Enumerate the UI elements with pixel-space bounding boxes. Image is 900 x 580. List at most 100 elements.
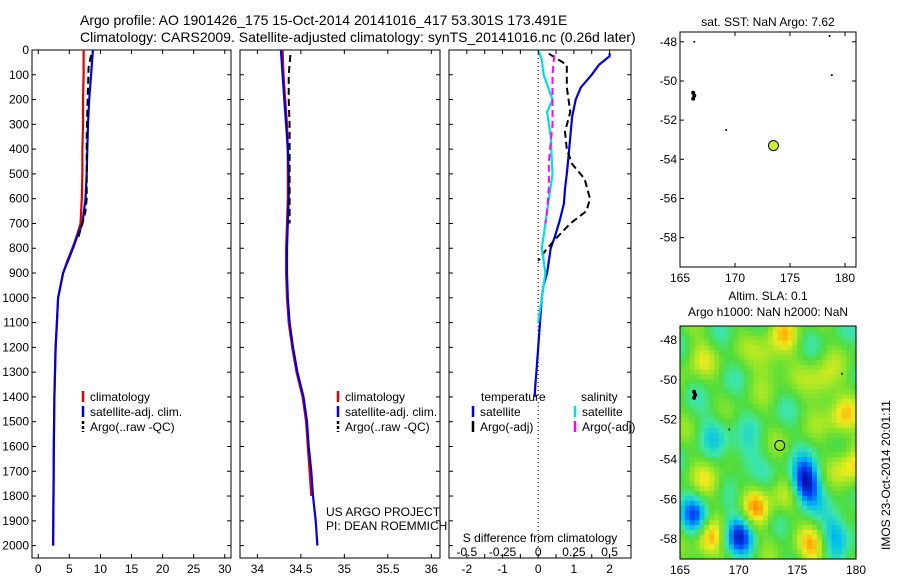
sla-cell <box>792 447 798 453</box>
sla-cell <box>851 403 857 410</box>
sla-cell <box>807 515 813 521</box>
sla-cell <box>846 549 852 555</box>
sla-cell <box>733 423 740 429</box>
sla-cell <box>714 534 720 541</box>
sla-cell <box>709 374 715 380</box>
sla-cell <box>699 374 706 380</box>
sla-cell <box>846 491 852 497</box>
sla-cell <box>831 345 838 351</box>
sla-cell <box>738 554 745 560</box>
sla-map-lat-label: -56 <box>660 492 678 506</box>
sla-cell <box>728 549 735 555</box>
sla-cell <box>758 529 764 536</box>
sla-map-lon-label: 175 <box>787 563 807 577</box>
sla-cell <box>802 457 808 463</box>
tdiff-x-tick-label: 0 <box>535 562 542 576</box>
sla-cell <box>758 544 764 550</box>
depth-tick-label: 1100 <box>3 316 29 330</box>
sla-cell <box>699 486 706 492</box>
sla-cell <box>841 355 847 361</box>
sla-cell <box>772 330 779 337</box>
sla-cell <box>738 330 745 337</box>
sla-cell <box>851 520 857 526</box>
sla-cell <box>807 408 813 414</box>
sla-cell <box>743 457 750 463</box>
sla-cell <box>680 544 686 550</box>
sla-cell <box>846 481 852 487</box>
sla-cell <box>792 384 798 390</box>
sla-cell <box>782 345 789 351</box>
sla-cell <box>743 423 750 429</box>
sla-cell <box>748 398 754 405</box>
sdiff-tick-label: 0 <box>535 545 542 559</box>
sla-cell <box>704 534 710 541</box>
sla-cell <box>748 340 754 347</box>
sla-cell <box>782 529 789 536</box>
sla-cell <box>792 554 798 560</box>
sla-cell <box>841 389 847 395</box>
sla-cell <box>714 359 720 366</box>
sla-cell <box>719 476 725 482</box>
sla-cell <box>836 447 842 453</box>
sla-cell <box>689 500 696 507</box>
sla-cell <box>831 442 838 448</box>
sla-cell <box>792 369 798 376</box>
sla-cell <box>851 413 857 419</box>
salinity-legend-item-label: satellite-adj. clim. <box>345 405 437 419</box>
sla-cell <box>694 452 701 458</box>
sla-cell <box>821 466 828 473</box>
sla-cell <box>694 408 701 414</box>
sla-cell <box>768 447 774 453</box>
sla-cell <box>807 452 813 458</box>
sla-cell <box>758 403 764 410</box>
sla-cell <box>719 432 725 439</box>
sla-cell <box>704 423 710 429</box>
sla-cell <box>782 403 789 410</box>
sla-cell <box>763 534 769 541</box>
sla-cell <box>709 495 715 502</box>
sla-cell <box>684 515 691 521</box>
sla-cell <box>709 384 715 390</box>
sla-cell <box>826 423 833 429</box>
sla-cell <box>694 447 701 453</box>
sla-cell <box>787 495 794 502</box>
sla-map-lat-label: -52 <box>660 413 678 427</box>
sla-cell <box>724 471 730 478</box>
sla-cell <box>709 326 715 332</box>
sla-cell <box>714 466 720 473</box>
sla-cell <box>714 335 720 342</box>
sla-cell <box>777 413 784 419</box>
sla-cell <box>831 379 838 385</box>
sla-cell <box>694 330 701 337</box>
sla-cell <box>738 447 745 453</box>
sla-cell <box>826 481 833 487</box>
sla-cell <box>694 539 701 546</box>
sla-cell <box>768 335 774 342</box>
sla-cell <box>777 389 784 395</box>
sla-cell <box>792 423 798 429</box>
sla-cell <box>680 476 686 482</box>
sla-cell <box>704 418 710 424</box>
sla-cell <box>763 393 769 400</box>
sla-cell <box>826 549 833 555</box>
sla-cell <box>743 544 750 550</box>
sla-cell <box>680 539 686 546</box>
sla-cell <box>689 525 696 531</box>
sla-cell <box>743 481 750 487</box>
sla-cell <box>689 461 696 468</box>
sla-cell <box>728 427 735 434</box>
sla-cell <box>684 447 691 453</box>
sla-cell <box>777 364 784 371</box>
sla-cell <box>689 554 696 560</box>
sla-cell <box>753 510 759 516</box>
sla-cell <box>836 505 842 512</box>
sla-cell <box>821 491 828 497</box>
sla-cell <box>821 335 828 342</box>
sla-cell <box>748 447 754 453</box>
sla-cell <box>743 389 750 395</box>
sla-cell <box>792 403 798 410</box>
sla-cell <box>689 350 696 356</box>
sla-cell <box>753 476 759 482</box>
sla-cell <box>719 418 725 424</box>
sla-cell <box>797 500 803 507</box>
